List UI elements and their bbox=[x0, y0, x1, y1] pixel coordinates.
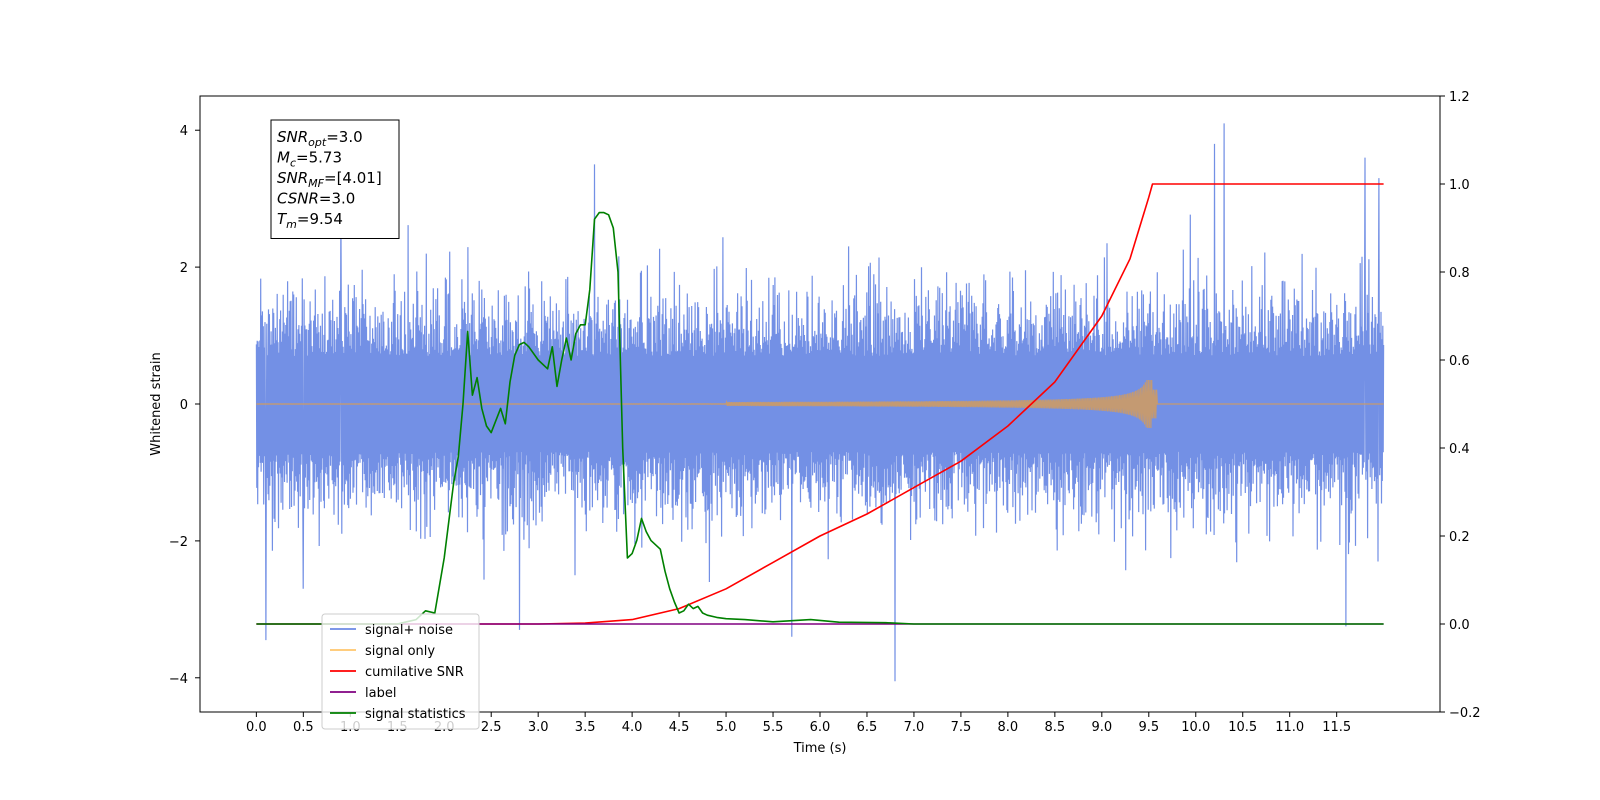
x-tick-label: 3.0 bbox=[528, 720, 549, 735]
x-tick-label: 5.5 bbox=[763, 720, 784, 735]
x-axis-label: Time (s) bbox=[793, 741, 847, 756]
x-tick-label: 10.5 bbox=[1228, 720, 1257, 735]
series-signal-only-line bbox=[256, 379, 1384, 429]
y-tick-label: 2 bbox=[180, 261, 188, 276]
legend: signal+ noise signal only cumilative SNR la… bbox=[321, 613, 480, 730]
x-tick-label: 2.5 bbox=[481, 720, 502, 735]
x-tick-label: 11.0 bbox=[1275, 720, 1304, 735]
x-tick-label: 9.0 bbox=[1091, 720, 1112, 735]
series-signal-noise-line bbox=[255, 123, 1385, 682]
y2-tick-label: 0.2 bbox=[1449, 530, 1470, 545]
y-tick-label: −4 bbox=[169, 672, 188, 687]
info-line: Tm=9.54 bbox=[277, 210, 343, 231]
axes-layer: 0.00.51.01.52.02.53.03.54.04.55.05.56.06… bbox=[169, 90, 1481, 735]
x-tick-label: 10.0 bbox=[1181, 720, 1210, 735]
series-signal-statistics-line bbox=[256, 211, 1384, 625]
y2-tick-label: 0.4 bbox=[1449, 442, 1470, 457]
legend-frame bbox=[321, 613, 480, 730]
y2-tick-label: −0.2 bbox=[1449, 706, 1481, 721]
x-tick-label: 4.5 bbox=[669, 720, 690, 735]
legend-entry-label: signal statistics bbox=[365, 707, 466, 722]
x-tick-label: 8.0 bbox=[998, 720, 1019, 735]
x-tick-label: 7.5 bbox=[951, 720, 972, 735]
y2-tick-label: 0.8 bbox=[1449, 266, 1470, 281]
info-line: SNRMF=[4.01] bbox=[277, 169, 382, 190]
x-tick-label: 5.0 bbox=[716, 720, 737, 735]
y2-tick-label: 0.0 bbox=[1449, 618, 1470, 633]
legend-entry-label: signal+ noise bbox=[365, 623, 453, 638]
x-tick-label: 0.0 bbox=[246, 720, 267, 735]
info-box-frame bbox=[270, 119, 400, 239]
y-tick-label: 0 bbox=[180, 398, 188, 413]
x-tick-label: 3.5 bbox=[575, 720, 596, 735]
legend-entry-label: label bbox=[365, 686, 396, 701]
info-line: Mc=5.73 bbox=[277, 149, 342, 170]
y-axis-label: Whitened strain bbox=[149, 352, 164, 455]
y2-tick-label: 0.6 bbox=[1449, 354, 1470, 369]
series-cumilative-snr-line bbox=[256, 183, 1384, 625]
info-line: SNRopt=3.0 bbox=[277, 128, 363, 149]
y2-tick-label: 1.2 bbox=[1449, 90, 1470, 105]
y-tick-label: −2 bbox=[169, 535, 188, 550]
x-tick-label: 11.5 bbox=[1322, 720, 1351, 735]
x-tick-label: 4.0 bbox=[622, 720, 643, 735]
x-tick-label: 6.5 bbox=[857, 720, 878, 735]
x-tick-label: 6.0 bbox=[810, 720, 831, 735]
x-tick-label: 9.5 bbox=[1138, 720, 1159, 735]
x-tick-label: 8.5 bbox=[1045, 720, 1066, 735]
x-tick-label: 7.0 bbox=[904, 720, 925, 735]
info-line: CSNR=3.0 bbox=[277, 190, 355, 208]
y-tick-label: 4 bbox=[180, 124, 188, 139]
y2-tick-label: 1.0 bbox=[1449, 178, 1470, 193]
legend-entry-label: signal only bbox=[365, 644, 435, 659]
x-tick-label: 0.5 bbox=[293, 720, 314, 735]
legend-entry-label: cumilative SNR bbox=[365, 665, 464, 680]
